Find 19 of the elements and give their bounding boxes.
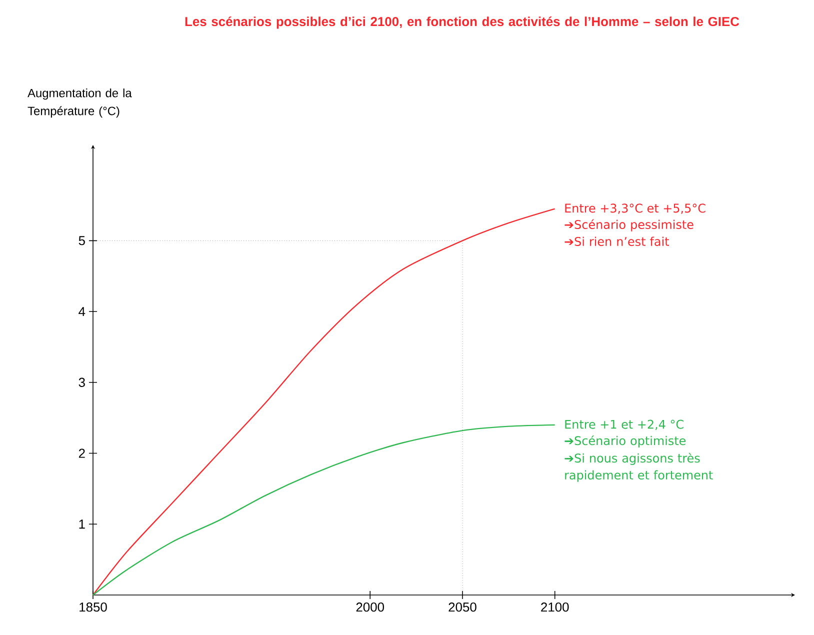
annotation: ➔Scénario pessimiste <box>564 219 694 232</box>
y-tick-label: 2 <box>78 448 85 458</box>
y-axis-title: Augmentation de la Température (°C) <box>28 88 132 118</box>
x-tick-label: 2100 <box>541 602 569 612</box>
line-series <box>92 208 556 596</box>
x-tick-label: 2050 <box>448 602 476 612</box>
y-tick-label: 3 <box>78 378 85 387</box>
annotation: ➔Si nous agissons très rapidement et fortement <box>564 452 713 482</box>
annotation: Entre +1 et +2,4 °C <box>565 420 684 430</box>
annotation: ➔Scénario optimiste <box>564 435 686 448</box>
y-tick-label: 1 <box>79 520 85 529</box>
annotation: Entre +3,3°C et +5,5°C <box>565 204 706 214</box>
y-tick-label: 4 <box>78 307 86 316</box>
x-tick-label: 2000 <box>356 602 384 612</box>
chart-title: Les scénarios possibles d’ici 2100, en fonction des activités de l’Homme – selon le GIEC <box>185 16 740 29</box>
x-tick-label: 1850 <box>80 602 107 612</box>
y-tick-label: 5 <box>78 236 85 246</box>
annotation: ➔Si rien n’est fait <box>564 236 670 246</box>
line-series <box>92 424 556 596</box>
